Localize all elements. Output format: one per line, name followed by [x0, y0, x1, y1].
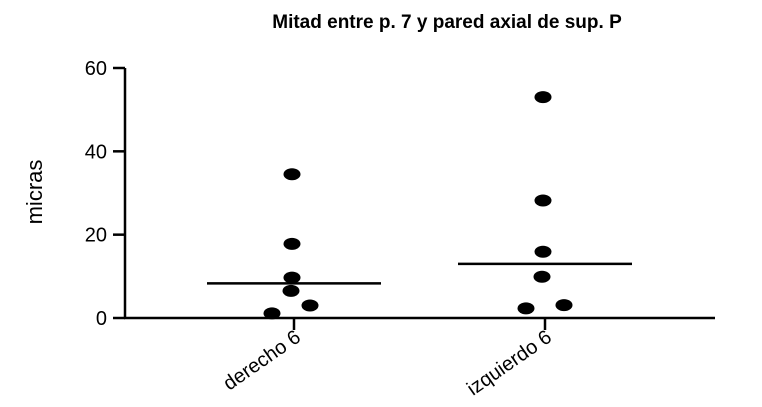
data-point	[555, 299, 573, 312]
data-point	[283, 271, 301, 284]
x-category-label: derecho 6	[219, 326, 304, 395]
y-tick-label: 0	[96, 308, 107, 330]
x-ticks: derecho 6 izquierdo 6	[219, 318, 556, 400]
data-point	[301, 299, 319, 312]
data-point	[283, 168, 301, 181]
data-point	[517, 302, 535, 315]
data-point	[282, 284, 300, 297]
y-ticks: 0 20 40 60	[85, 58, 125, 330]
y-tick-label: 40	[85, 141, 107, 163]
y-axis-label: micras	[22, 160, 47, 225]
y-tick-label: 60	[85, 58, 107, 80]
data-marks	[207, 91, 632, 320]
chart-title: Mitad entre p. 7 y pared axial de sup. P	[272, 12, 622, 33]
data-point	[534, 245, 552, 258]
data-point	[263, 307, 281, 320]
data-point	[283, 237, 301, 250]
data-point	[534, 194, 552, 207]
data-point	[534, 91, 552, 104]
x-category-label: izquierdo 6	[463, 326, 556, 400]
y-tick-label: 20	[85, 225, 107, 247]
data-point	[533, 270, 551, 283]
